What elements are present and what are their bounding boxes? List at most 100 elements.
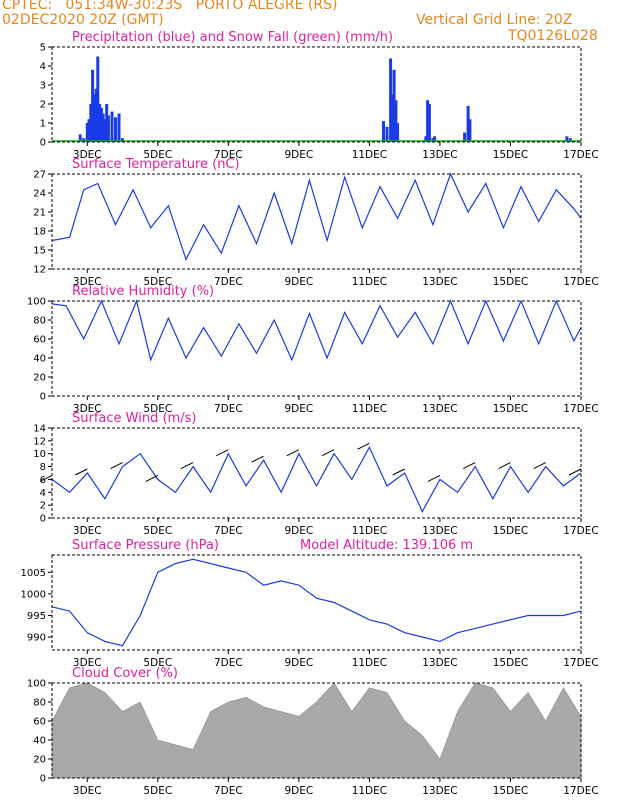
panel-1-precip-bar (389, 58, 393, 142)
panel-4-wind-arrow (216, 449, 229, 457)
panel-4-y-tick-label: 0 (40, 514, 46, 525)
panel-2-x-tick-label: 13DEC (422, 276, 457, 288)
panel-1-x-tick-label: 17DEC (563, 149, 598, 161)
panel-1-precip-bar (396, 123, 400, 142)
panel-2-x-tick-label: 11DEC (352, 276, 387, 288)
panel-1-precip-bar (565, 136, 569, 142)
panel-1-precip-bar (82, 138, 86, 142)
panel-1-y-tick-label: 1 (40, 119, 46, 130)
panel-6-title: Cloud Cover (%) (72, 666, 178, 681)
panel-1-precip-bar (382, 121, 385, 142)
panel-4-series-line (51, 445, 582, 513)
panel-4-x-tick-label: 7DEC (214, 525, 243, 537)
panel-4-x-tick-label: 11DEC (352, 525, 387, 537)
panel-2-y-tick-label: 18 (33, 227, 46, 238)
panel-6-y-tick-label: 100 (27, 679, 46, 690)
panel-2-y-tick-label: 21 (33, 208, 46, 219)
panel-3-y-tick-label: 80 (33, 316, 46, 327)
panel-2-title: Surface Temperature (nC) (72, 157, 240, 172)
panel-3-y-tick-label: 60 (33, 335, 46, 346)
panel-1-y-tick-label: 0 (40, 138, 46, 149)
panel-4-wind-arrow (533, 462, 546, 470)
panel-1-precip-bar (78, 134, 82, 142)
panel-4-x-tick-label: 13DEC (422, 525, 457, 537)
panel-4-wind-arrow (251, 455, 264, 463)
panel-1-precip-bar (121, 138, 124, 142)
panel-1-precip-bar (394, 100, 398, 142)
panel-3-title: Relative Humidity (%) (72, 284, 214, 299)
panel-2-y-tick-label: 24 (33, 189, 46, 200)
panel-2-x-tick-label: 3DEC (73, 276, 102, 288)
panel-1-x-tick-label: 11DEC (352, 149, 387, 161)
panel-1-precip-bar (96, 56, 100, 142)
panel-2-y-tick-label: 12 (33, 265, 46, 276)
panel-1-x-tick-label: 7DEC (214, 149, 243, 161)
panel-3-x-tick-label: 15DEC (493, 403, 528, 415)
panel-4-wind-arrow (39, 474, 53, 482)
panel-4-y-tick-label: 6 (40, 475, 46, 486)
panel-5-y-tick-label: 1005 (21, 568, 46, 579)
panel-2-y-tick-label: 15 (33, 246, 46, 257)
panel-4-wind-arrow (427, 474, 441, 482)
panel-2-x-tick-label: 7DEC (214, 276, 243, 288)
panel-4-x-tick-label: 3DEC (73, 525, 102, 537)
panel-5-x-tick-label: 15DEC (493, 657, 528, 669)
panel-1-precip-bar (568, 138, 572, 142)
panel-6-x-tick-label: 7DEC (214, 785, 243, 797)
panel-1-precip-bar (466, 105, 470, 142)
panel-1-precip-bar (468, 119, 472, 142)
panel-5-x-tick-label: 3DEC (73, 657, 102, 669)
panel-4-wind-arrow (357, 442, 370, 450)
panel-6-y-tick-label: 80 (33, 698, 46, 709)
panel-1-y-tick-label: 5 (40, 43, 46, 54)
panel-6-x-tick-label: 13DEC (422, 785, 457, 797)
panel-1-precip-bar (114, 117, 117, 142)
panel-1-precip-bar (87, 119, 91, 142)
panel-4-x-tick-label: 5DEC (143, 525, 172, 537)
panel-3-y-tick-label: 20 (33, 373, 46, 384)
header-line1-left: CPTEC: 051:34W-30:23S PORTO ALEGRE (RS) (2, 0, 338, 13)
panel-1-precip-bar (433, 136, 437, 142)
panel-6-frame (51, 682, 582, 779)
panel-3-x-tick-label: 17DEC (563, 403, 598, 415)
panel-2-frame (51, 173, 582, 270)
panel-4-y-tick-label: 14 (33, 424, 46, 435)
panel-6-x-tick-label: 11DEC (352, 785, 387, 797)
panel-3-x-tick-label: 9DEC (284, 403, 313, 415)
panel-5-frame (51, 554, 582, 651)
panel-1-precip-bar (431, 138, 435, 142)
panel-4-wind-arrow (498, 462, 511, 470)
panel-6-y-tick-label: 20 (33, 755, 46, 766)
panel-1-precip-bar (89, 104, 93, 142)
panel-1-precip-bar (99, 107, 103, 142)
panel-6-x-tick-label: 3DEC (73, 785, 102, 797)
panel-5-x-tick-label: 9DEC (284, 657, 313, 669)
panel-2-y-tick-label: 27 (33, 170, 46, 181)
panel-6-x-tick-label: 17DEC (563, 785, 598, 797)
panel-3-y-tick-label: 100 (27, 297, 46, 308)
header-line1-right: Vertical Grid Line: 20Z (416, 12, 573, 28)
panel-5-y-tick-label: 990 (27, 633, 46, 644)
panel-2-x-tick-label: 9DEC (284, 276, 313, 288)
panel-6-cloud-area (51, 682, 582, 779)
panel-1-x-tick-label: 3DEC (73, 149, 102, 161)
panel-1-precip-bar (98, 104, 102, 142)
panel-1-precip-bar (92, 94, 96, 142)
panel-4-wind-arrow (392, 468, 405, 476)
panel-1-precip-bar (105, 104, 109, 142)
header-line2-right: TQ0126L028 (508, 28, 598, 44)
panel-2-x-tick-label: 17DEC (563, 276, 598, 288)
panel-5-title: Surface Pressure (hPa) (72, 538, 219, 553)
panel-4-y-tick-label: 4 (40, 488, 46, 499)
panel-4-y-tick-label: 2 (40, 501, 46, 512)
panel-3-y-tick-label: 0 (40, 392, 46, 403)
panel-4-frame (51, 427, 582, 519)
panel-1-precip-bar (94, 88, 98, 142)
panel-5-x-tick-label: 11DEC (352, 657, 387, 669)
panel-3-x-tick-label: 11DEC (352, 403, 387, 415)
panel-5-y-tick-label: 1000 (21, 589, 46, 600)
panel-6-x-tick-label: 15DEC (493, 785, 528, 797)
panel-1-precip-bar (463, 132, 467, 142)
panel-6-y-tick-label: 60 (33, 717, 46, 728)
